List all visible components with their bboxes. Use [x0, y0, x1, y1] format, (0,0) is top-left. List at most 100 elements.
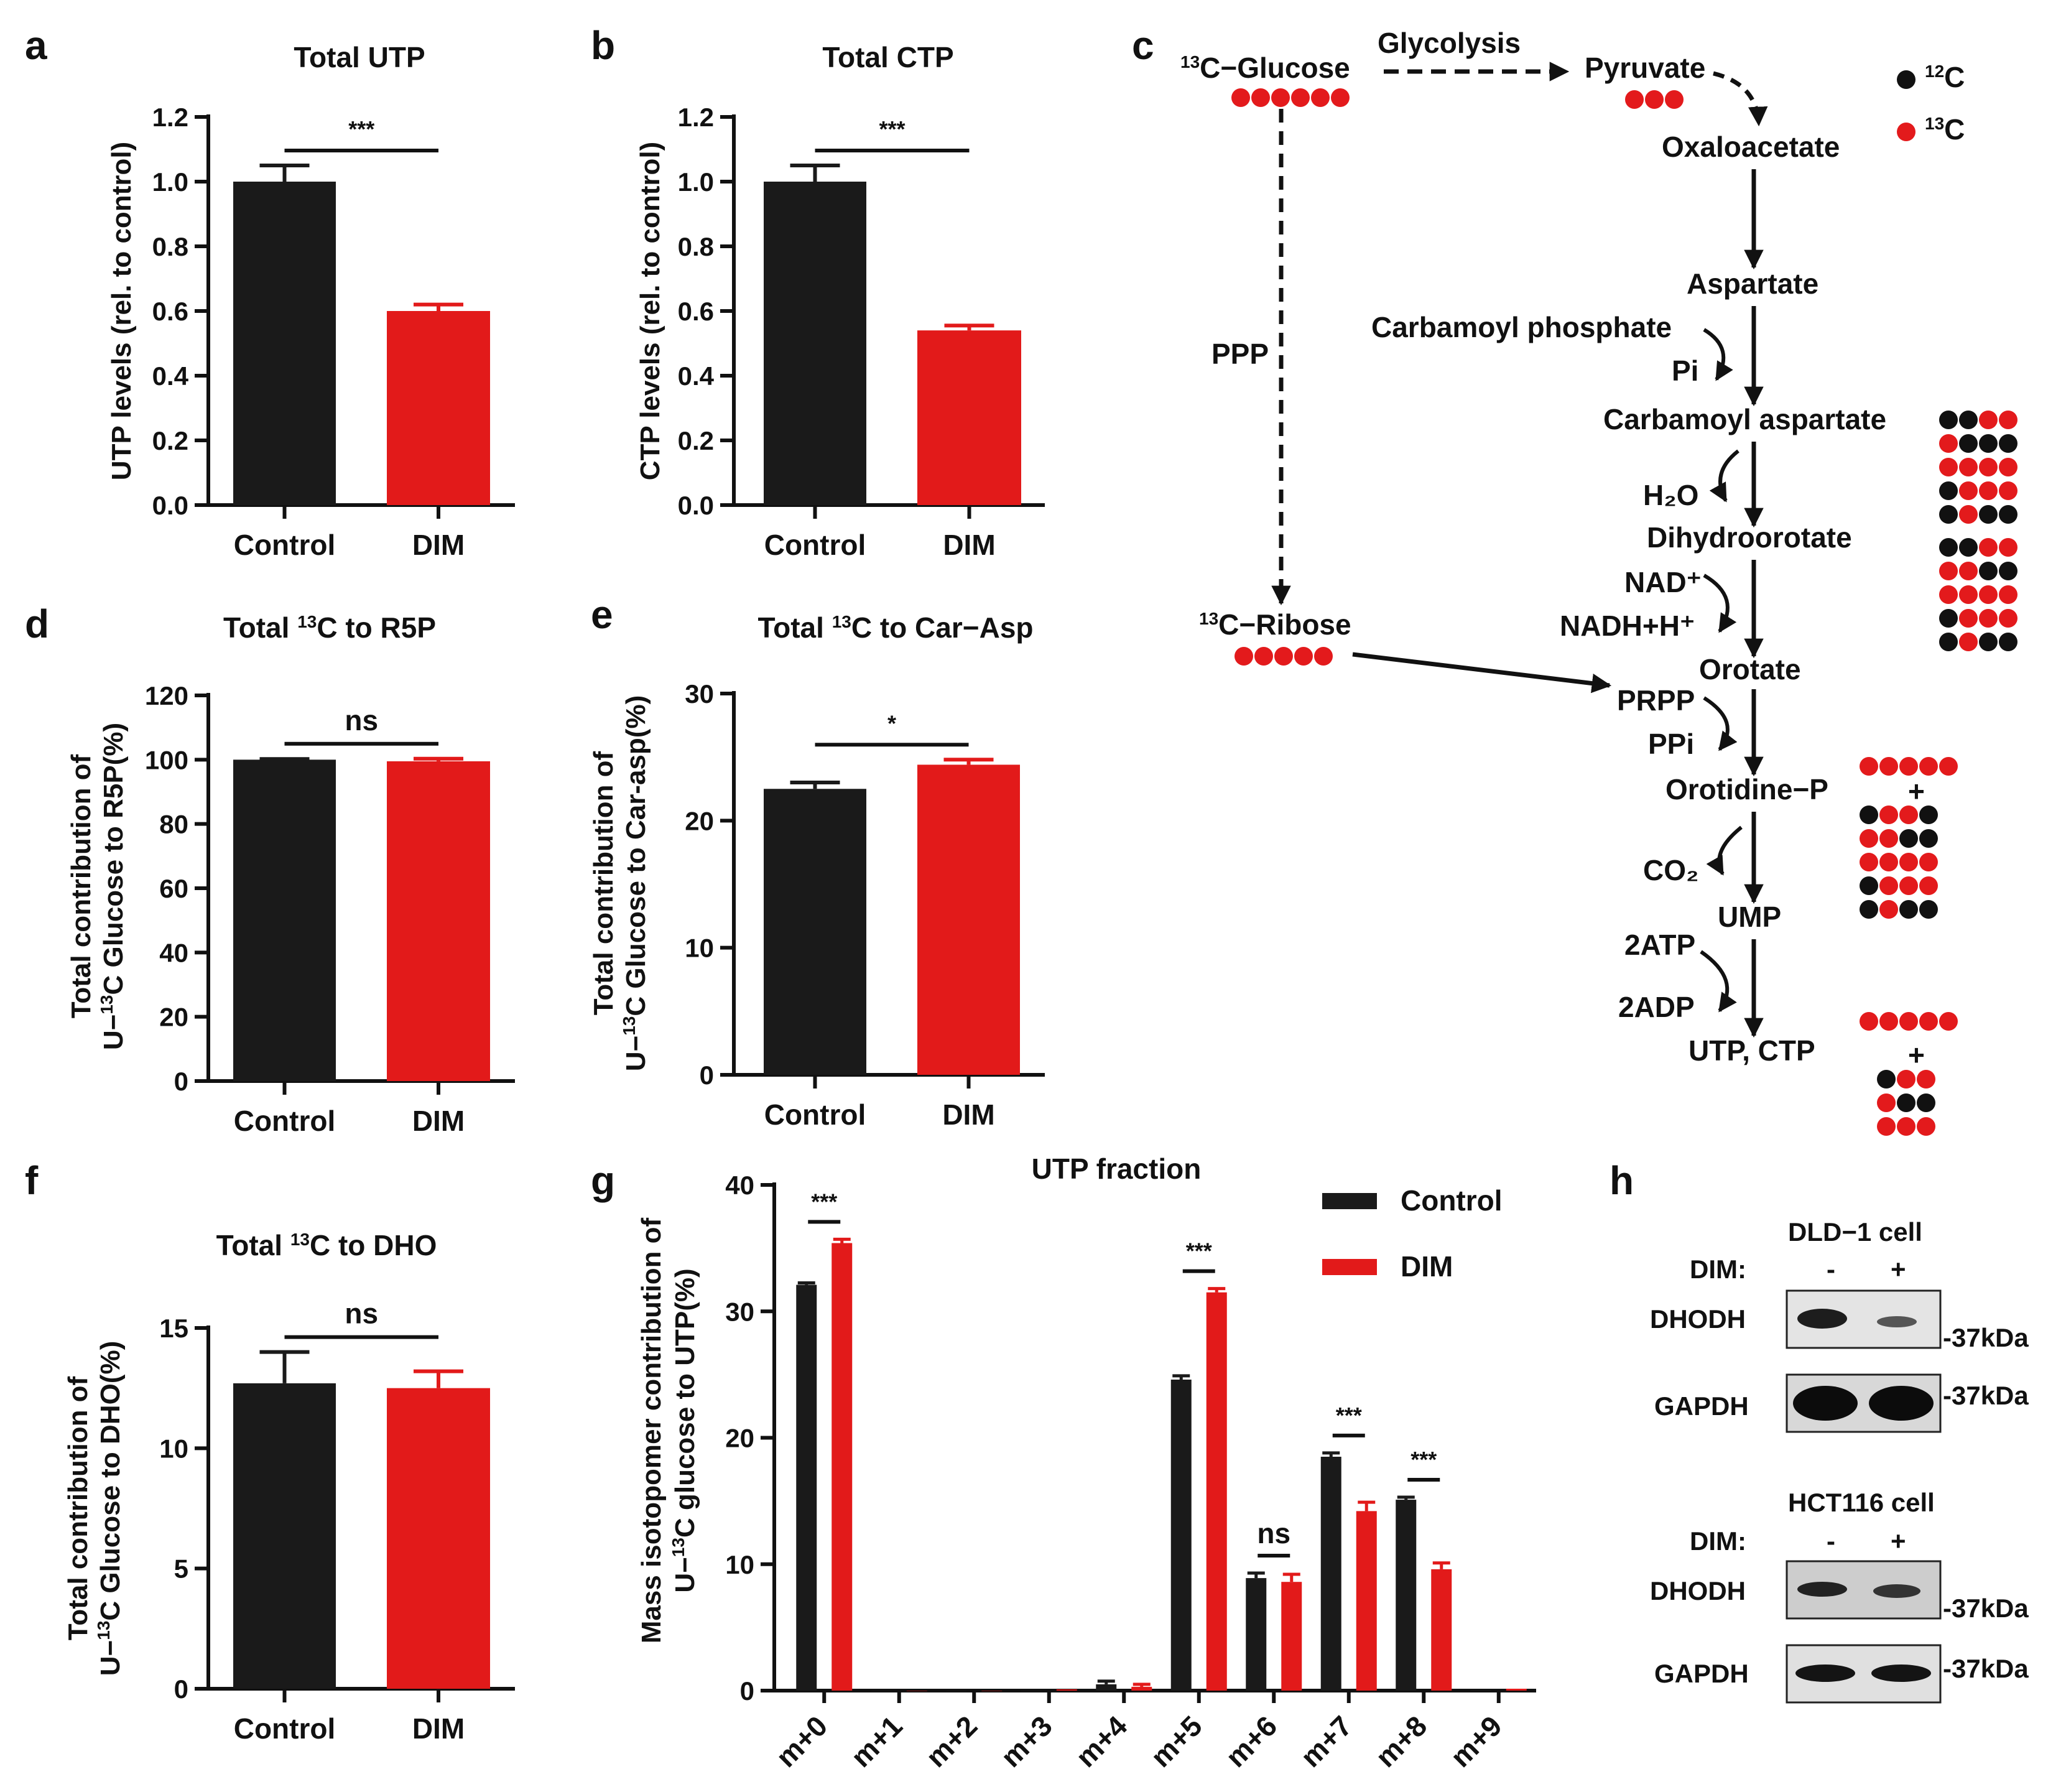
blot-band [1795, 1664, 1855, 1682]
x-category-label: DIM [412, 529, 465, 561]
carbon-dot [1959, 562, 1978, 580]
y-tick-label: 0 [740, 1676, 754, 1706]
significance-label: ns [345, 1298, 378, 1330]
pathway-diagram: 13C−Glucose Glycolysis Pyruvate Oxaloace… [1180, 27, 2017, 1136]
x-category-label: DIM [943, 529, 995, 561]
carbon-dot [1979, 481, 1998, 500]
blot-dim-label: DIM: [1690, 1255, 1746, 1284]
carbon-dot [1939, 434, 1958, 453]
lane-minus: - [1827, 1255, 1835, 1284]
chart-title: Total 13C to R5P [223, 611, 436, 644]
y-tick-label: 0 [700, 1061, 714, 1090]
carbon-dot [1311, 88, 1330, 107]
carbon-dot [1959, 481, 1978, 500]
blot-protein-label: GAPDH [1654, 1391, 1749, 1421]
marker-label: -37kDa [1943, 1594, 2029, 1623]
blot-protein-label: DHODH [1650, 1304, 1746, 1334]
blot-band [1871, 1664, 1931, 1682]
carbon-dot [1979, 633, 1998, 651]
carbon-dot [1917, 1070, 1935, 1089]
carbon-dot [1959, 458, 1978, 476]
legend-swatch-control [1322, 1193, 1377, 1209]
significance-label: * [887, 710, 896, 736]
carbon-dot [1879, 829, 1898, 848]
y-tick-label: 0.4 [152, 361, 189, 391]
carbon-dot [1897, 1070, 1915, 1089]
carbon-dot [1860, 805, 1878, 824]
blot-band [1873, 1584, 1920, 1598]
panel-label-a: a [25, 23, 47, 68]
carbamoyl-aspartate-label: Carbamoyl aspartate [1603, 403, 1886, 435]
x-category-label: Control [234, 1105, 336, 1137]
carbon-dot [1979, 411, 1998, 429]
glycolysis-label: Glycolysis [1378, 27, 1521, 59]
blot-dim-label: DIM: [1690, 1526, 1746, 1556]
blot-band [1793, 1386, 1858, 1421]
carbon-dot [1999, 434, 2017, 453]
carbon-dot [1999, 458, 2017, 476]
bar-dim-m+6 [1281, 1582, 1302, 1691]
significance-label: ns [345, 704, 378, 736]
y-tick-label: 0.0 [152, 491, 188, 520]
carbon-dot [1291, 88, 1310, 107]
2atp-label: 2ATP [1624, 929, 1695, 961]
y-tick-label: 40 [159, 938, 188, 967]
orotidine-label: Orotidine−P [1665, 773, 1828, 805]
carbon-dot [1939, 562, 1958, 580]
marker-label: -37kDa [1943, 1654, 2029, 1683]
bar-control [233, 182, 336, 505]
x-category-label: m+4 [1070, 1709, 1134, 1773]
carbon-dot [1879, 757, 1898, 776]
carbon-dot [1919, 1012, 1938, 1031]
carbon-dot [1879, 853, 1898, 871]
carbon-dot [1979, 434, 1998, 453]
carbon-dot [1899, 829, 1918, 848]
chart-title: Total UTP [294, 41, 425, 73]
bar-control-m+0 [796, 1284, 817, 1691]
plus-sign: + [1908, 1039, 1925, 1071]
carbon-dot [1999, 562, 2017, 580]
y-tick-label: 0.4 [678, 361, 715, 391]
carbon-dot [1314, 647, 1333, 666]
x-category-label: Control [764, 529, 866, 561]
carbon-dot [1231, 88, 1250, 107]
carbon-dot [1860, 1012, 1878, 1031]
carbon-dot [1899, 900, 1918, 919]
y-tick-label: 10 [725, 1550, 754, 1579]
side-arrow [1703, 573, 1737, 633]
y-axis-label: Total contribution of [66, 754, 96, 1018]
chart-title: Total 13C to DHO [216, 1229, 437, 1261]
y-tick-label: 20 [159, 1003, 188, 1032]
x-category-label: DIM [412, 1105, 465, 1137]
carbon-dot [1235, 647, 1253, 666]
carbon-dot [1919, 900, 1938, 919]
carbon-dot [1939, 633, 1958, 651]
blot-protein-label: DHODH [1650, 1576, 1746, 1605]
prpp-label: PRPP [1617, 684, 1695, 717]
carbon-dot [1860, 876, 1878, 895]
co2-label: CO₂ [1643, 854, 1698, 886]
y-axis-label: U−13C Glucose to Car-asp(%) [619, 695, 651, 1072]
y-tick-label: 60 [159, 874, 188, 903]
y-tick-label: 0 [174, 1067, 188, 1096]
chart-total-13c-car-asp: Total 13C to Car−Asp Total contribution o… [588, 611, 1045, 1131]
x-category-label: m+6 [1220, 1709, 1284, 1773]
nad-label: NAD⁺ [1624, 566, 1702, 598]
nadh-label: NADH+H⁺ [1560, 610, 1695, 642]
bar-control-m+7 [1320, 1456, 1341, 1691]
bar-control [233, 1383, 336, 1689]
carbon-dot [1899, 876, 1918, 895]
legend-12c-dot [1897, 70, 1915, 89]
carbon-dot [1877, 1093, 1896, 1112]
panel-label-e: e [591, 592, 613, 637]
significance-label: *** [348, 116, 374, 142]
bar-dim-m+3 [1056, 1689, 1077, 1691]
carbon-dot [1860, 757, 1878, 776]
y-tick-label: 0.6 [152, 297, 188, 326]
y-tick-label: 40 [725, 1171, 754, 1200]
2adp-label: 2ADP [1618, 991, 1695, 1023]
side-arrow [1709, 449, 1739, 503]
carbon-dot [1860, 900, 1878, 919]
carbon-dot [1939, 609, 1958, 628]
